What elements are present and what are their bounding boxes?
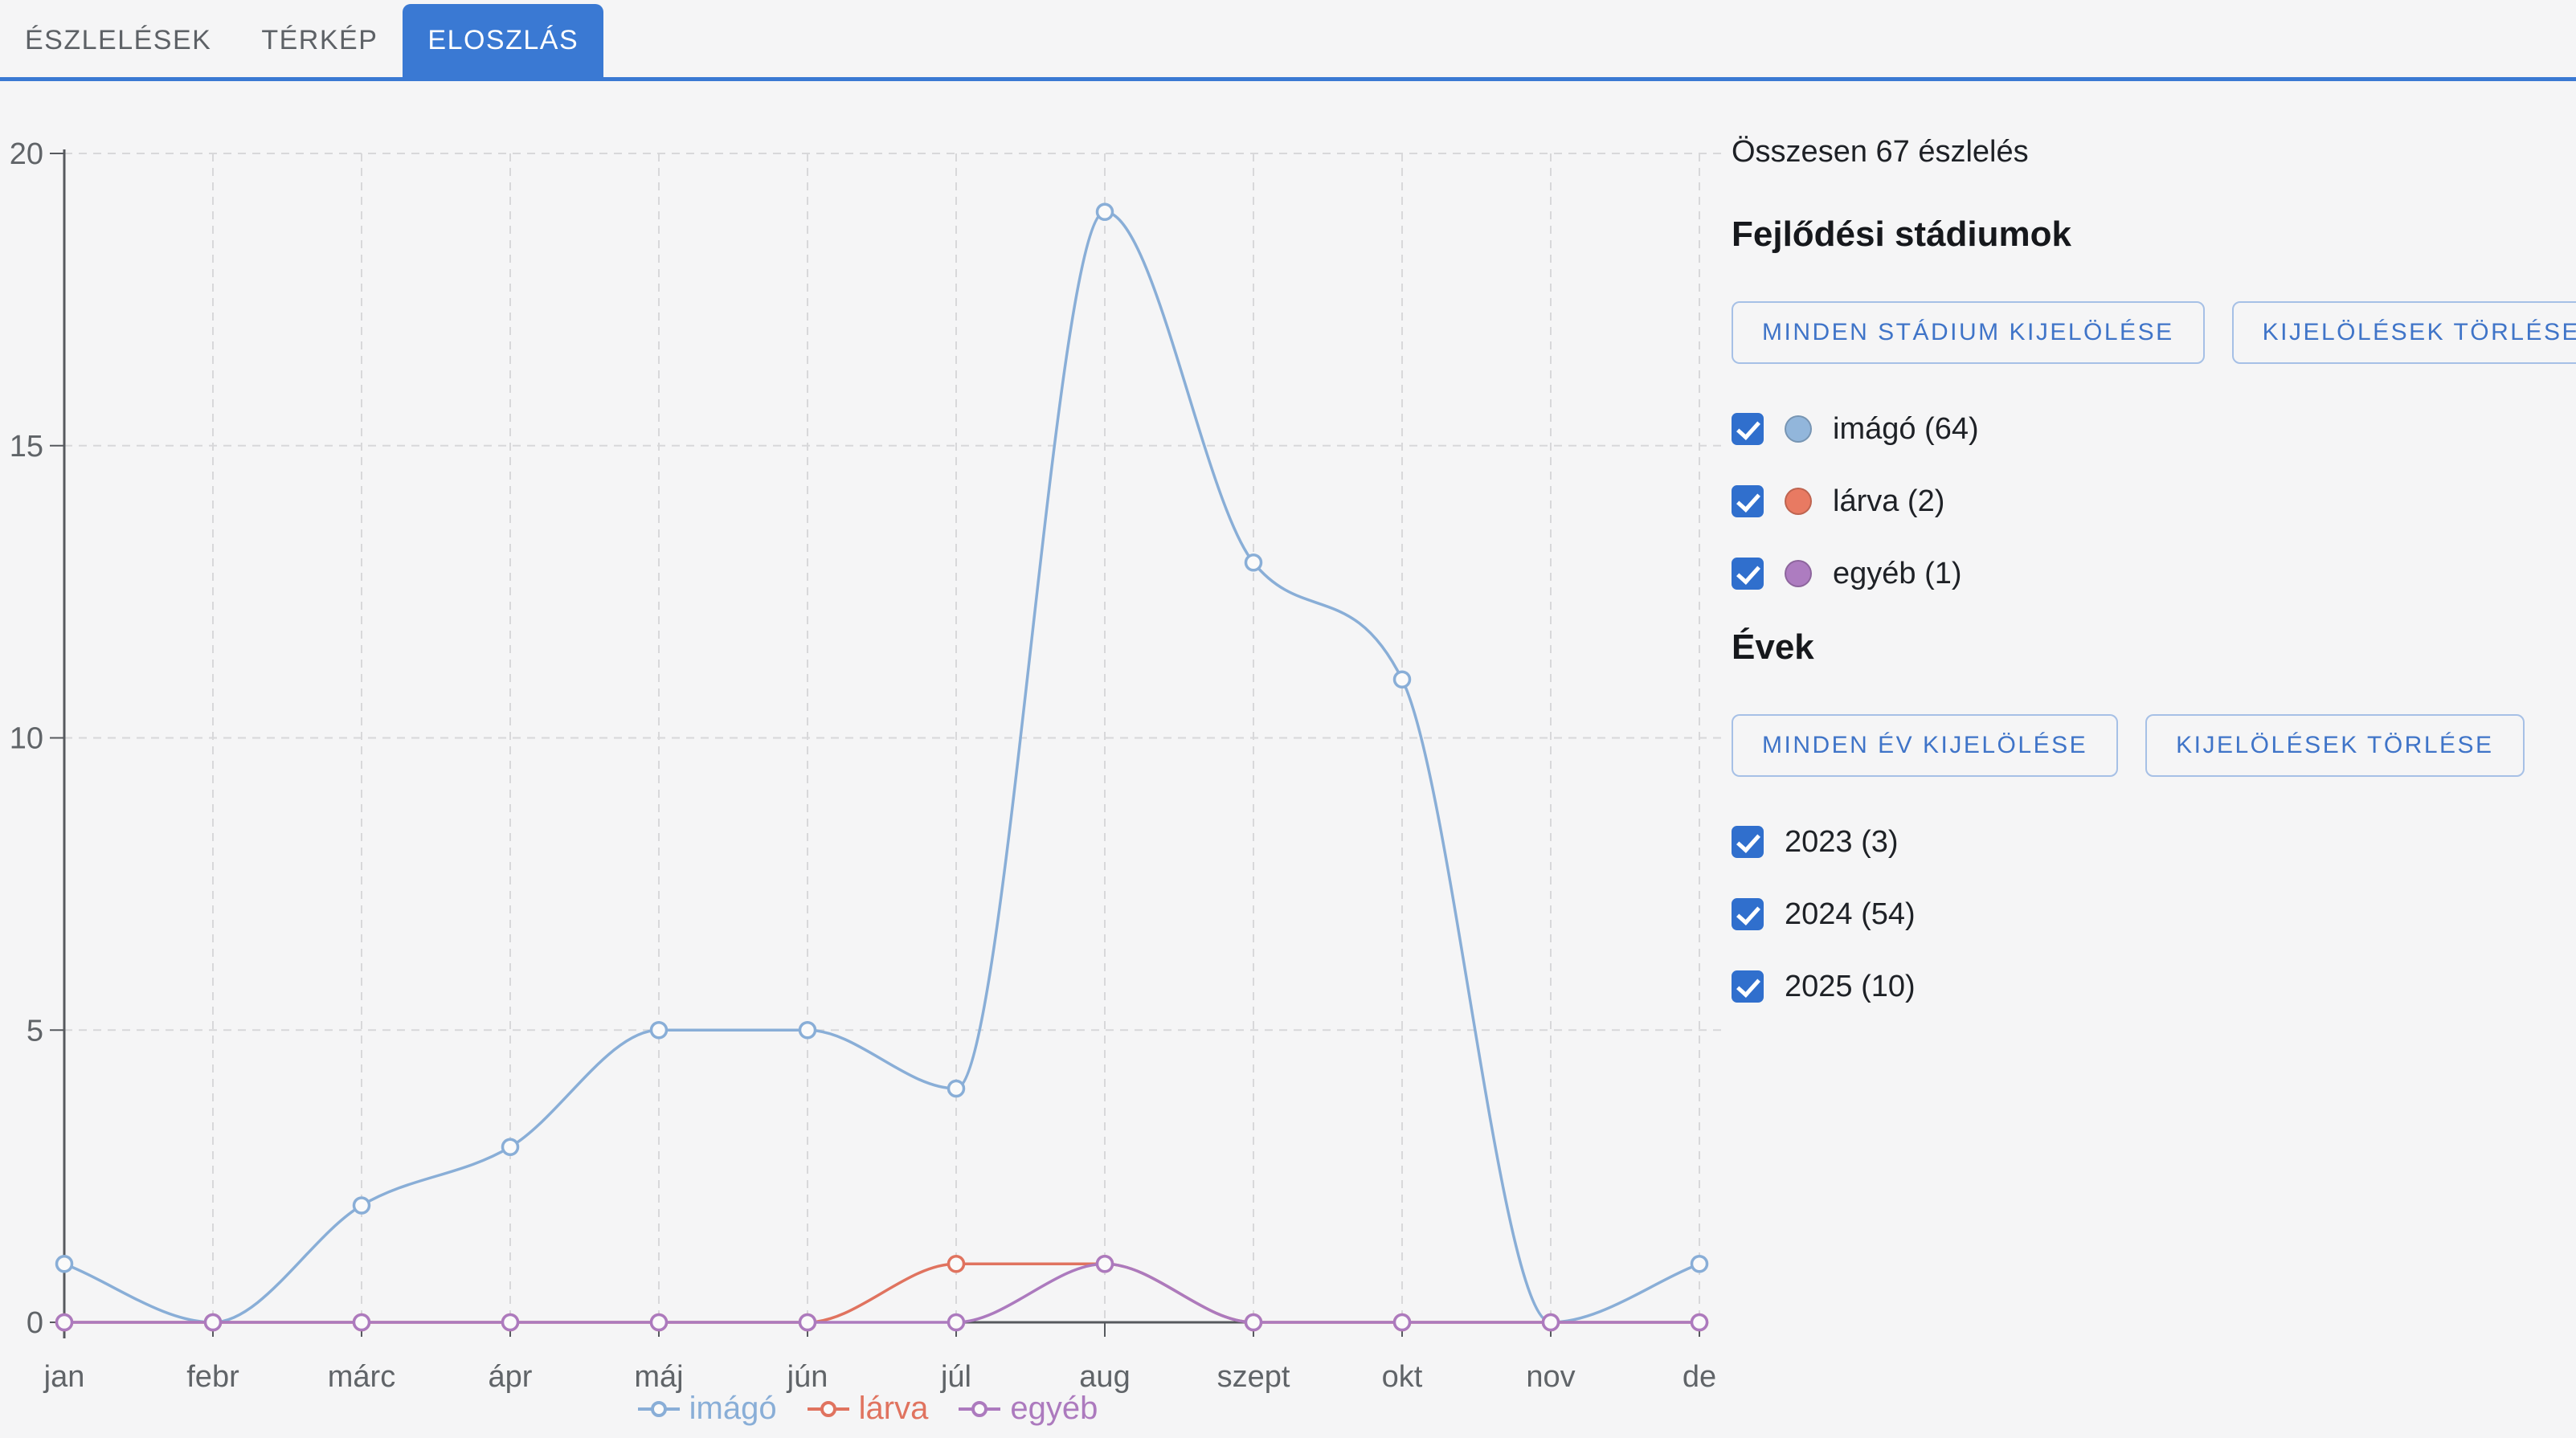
y-axis-label-20: 20 <box>10 137 43 171</box>
stages-heading: Fejlődési stádiumok <box>1732 214 2071 254</box>
chart-point-egyéb-okt <box>1392 1313 1412 1332</box>
chart-point-egyéb-szept <box>1244 1313 1263 1332</box>
total-observations-label: Összesen 67 észlelés <box>1732 135 2029 169</box>
y-axis-label-5: 5 <box>27 1014 43 1048</box>
chart-point-imágó-máj <box>649 1021 669 1040</box>
years-heading: Évek <box>1732 627 1814 667</box>
y-axis-label-15: 15 <box>10 430 43 464</box>
x-axis-label-máj: máj <box>634 1360 683 1394</box>
y-axis-label-0: 0 <box>27 1306 43 1340</box>
chart-point-egyéb-júl <box>947 1313 966 1332</box>
stage-larva-label[interactable]: lárva (2) <box>1833 484 1945 518</box>
legend-label: egyéb <box>1010 1391 1098 1426</box>
chart-point-egyéb-jún <box>798 1313 817 1332</box>
year-2024-checkbox[interactable] <box>1732 898 1764 930</box>
stage-row-larva: lárva (2) <box>1732 478 2575 525</box>
chart-line-egyéb <box>64 1262 1699 1324</box>
chart-point-imágó-aug <box>1095 202 1114 221</box>
stage-egyeb-label[interactable]: egyéb (1) <box>1833 556 1962 590</box>
legend-item-egyéb[interactable]: egyéb <box>959 1391 1098 1427</box>
x-axis-label-ápr: ápr <box>489 1360 533 1394</box>
legend-marker-icon <box>637 1400 680 1417</box>
chart-point-lárva-júl <box>947 1255 966 1273</box>
chart-point-egyéb-jan <box>55 1313 74 1332</box>
tab-bar: ÉSZLELÉSEK TÉRKÉP ELOSZLÁS <box>0 0 2576 81</box>
x-axis-label-de: de <box>1683 1360 1716 1394</box>
chart-point-imágó-szept <box>1244 554 1263 572</box>
chart-point-egyéb-aug <box>1095 1255 1114 1273</box>
chart-point-imágó-ápr <box>501 1138 520 1156</box>
legend-marker-icon <box>959 1400 1001 1417</box>
stage-row-imago: imágó (64) <box>1732 406 2575 452</box>
chart-point-imágó-jan <box>55 1255 74 1273</box>
stage-larva-color-dot <box>1785 488 1812 515</box>
stage-row-egyeb: egyéb (1) <box>1732 550 2575 597</box>
select-all-stages-button[interactable]: MINDEN STÁDIUM KIJELÖLÉSE <box>1732 301 2205 364</box>
year-2025-checkbox[interactable] <box>1732 970 1764 1003</box>
distribution-chart: 0 5 10 15 20 jan febr márc ápr máj jún júl aug szept o… <box>0 81 1736 1438</box>
chart-point-imágó-júl <box>947 1079 966 1098</box>
legend-marker-icon <box>807 1400 849 1417</box>
y-axis-label-10: 10 <box>10 722 43 756</box>
stage-imago-checkbox[interactable] <box>1732 413 1764 445</box>
stage-egyeb-checkbox[interactable] <box>1732 558 1764 590</box>
clear-year-selections-button[interactable]: KIJELÖLÉSEK TÖRLÉSE <box>2145 714 2525 777</box>
chart-point-egyéb-nov <box>1541 1313 1560 1332</box>
x-axis-label-jún: jún <box>787 1360 828 1394</box>
stage-actions: MINDEN STÁDIUM KIJELÖLÉSE KIJELÖLÉSEK TÖ… <box>1732 301 2576 364</box>
x-axis-label-márc: márc <box>328 1360 395 1394</box>
clear-stage-selections-button[interactable]: KIJELÖLÉSEK TÖRLÉSE <box>2231 301 2576 364</box>
year-row-2023: 2023 (3) <box>1732 819 2575 865</box>
filter-sidebar: Összesen 67 észlelés Fejlődési stádiumok… <box>1732 135 2576 1036</box>
chart-point-egyéb-márc <box>352 1313 371 1332</box>
x-axis-label-aug: aug <box>1079 1360 1130 1394</box>
legend-item-imágó[interactable]: imágó <box>637 1391 777 1427</box>
tab-eloszlas[interactable]: ELOSZLÁS <box>403 4 604 77</box>
chart-line-lárva <box>64 1262 1699 1324</box>
x-axis-label-júl: júl <box>940 1360 971 1394</box>
chart-point-imágó-de <box>1690 1255 1709 1273</box>
stage-imago-label[interactable]: imágó (64) <box>1833 411 1979 446</box>
year-row-2024: 2024 (54) <box>1732 891 2575 938</box>
tab-eszlelesek[interactable]: ÉSZLELÉSEK <box>25 25 212 55</box>
year-actions: MINDEN ÉV KIJELÖLÉSE KIJELÖLÉSEK TÖRLÉSE <box>1732 714 2575 777</box>
year-2025-label[interactable]: 2025 (10) <box>1785 969 1916 1003</box>
tab-terkep[interactable]: TÉRKÉP <box>261 25 378 55</box>
x-axis-label-okt: okt <box>1382 1360 1423 1394</box>
stage-imago-color-dot <box>1785 415 1812 443</box>
chart-point-imágó-márc <box>352 1196 371 1215</box>
chart-point-egyéb-máj <box>649 1313 669 1332</box>
x-axis-label-jan: jan <box>43 1360 85 1394</box>
chart-point-egyéb-ápr <box>501 1313 520 1332</box>
legend-item-lárva[interactable]: lárva <box>807 1391 929 1427</box>
chart-point-imágó-okt <box>1392 670 1412 688</box>
stage-larva-checkbox[interactable] <box>1732 485 1764 517</box>
stage-egyeb-color-dot <box>1785 560 1812 587</box>
x-axis-label-szept: szept <box>1217 1360 1290 1394</box>
year-2023-label[interactable]: 2023 (3) <box>1785 824 1899 859</box>
distribution-chart-svg: 0 5 10 15 20 jan febr márc ápr máj jún júl aug szept o… <box>10 137 1728 1394</box>
legend-label: imágó <box>689 1391 777 1426</box>
chart-point-imágó-jún <box>798 1021 817 1040</box>
select-all-years-button[interactable]: MINDEN ÉV KIJELÖLÉSE <box>1732 714 2119 777</box>
year-row-2025: 2025 (10) <box>1732 963 2575 1010</box>
year-2024-label[interactable]: 2024 (54) <box>1785 897 1916 931</box>
year-2023-checkbox[interactable] <box>1732 826 1764 858</box>
chart-point-egyéb-febr <box>203 1313 223 1332</box>
x-axis-label-febr: febr <box>186 1360 239 1394</box>
chart-point-egyéb-de <box>1690 1313 1709 1332</box>
legend-label: lárva <box>858 1391 929 1426</box>
chart-line-imágó <box>63 210 1700 1324</box>
x-axis-label-nov: nov <box>1526 1360 1575 1394</box>
chart-legend: imágó lárva egyéb <box>0 1391 1736 1427</box>
